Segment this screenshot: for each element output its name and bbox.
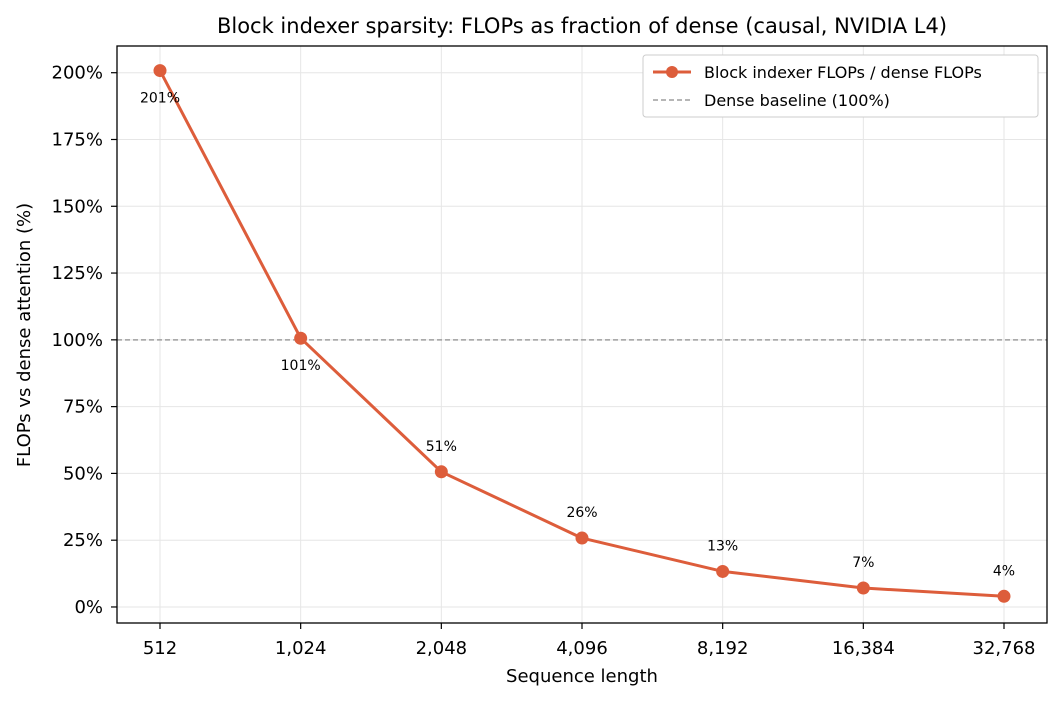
data-point-marker [434, 465, 448, 479]
data-labels: 201% 101% 51% 26% 13% 7% 4% [140, 91, 1015, 580]
y-axis-label: FLOPs vs dense attention (%) [14, 203, 35, 467]
legend-series-marker [666, 66, 678, 78]
data-point-marker [997, 589, 1011, 603]
data-label: 201% [140, 91, 180, 107]
y-tick-label: 200% [52, 63, 103, 84]
legend-label-series: Block indexer FLOPs / dense FLOPs [704, 63, 982, 82]
x-tick-label: 512 [143, 638, 177, 659]
data-label: 26% [566, 505, 597, 521]
y-tick-label: 0% [74, 597, 103, 618]
series-markers [153, 64, 1011, 603]
x-tick-label: 4,096 [556, 638, 608, 659]
y-tick-label: 125% [52, 263, 103, 284]
data-point-marker [856, 581, 870, 595]
legend-label-baseline: Dense baseline (100%) [704, 91, 890, 110]
data-label: 7% [852, 555, 874, 571]
x-tick-label: 32,768 [973, 638, 1036, 659]
chart-title: Block indexer sparsity: FLOPs as fractio… [217, 14, 947, 38]
legend-box [642, 54, 1039, 118]
data-label: 51% [426, 439, 457, 455]
y-tick-label: 25% [63, 530, 103, 551]
y-tick-label: 75% [63, 397, 103, 418]
data-label: 4% [993, 563, 1015, 579]
y-tick-label: 100% [52, 330, 103, 351]
data-label: 13% [707, 538, 738, 554]
y-axis-ticks: 0% 25% 50% 75% 100% 125% 150% 175% 200% [52, 63, 117, 618]
x-axis-label: Sequence length [506, 666, 658, 687]
x-tick-label: 8,192 [697, 638, 749, 659]
data-point-marker [294, 331, 308, 345]
y-tick-label: 150% [52, 196, 103, 217]
data-point-marker [716, 564, 730, 578]
grid [117, 46, 1047, 623]
data-point-marker [153, 64, 167, 78]
y-tick-label: 50% [63, 463, 103, 484]
data-label: 101% [281, 358, 321, 374]
legend: Block indexer FLOPs / dense FLOPs Dense … [642, 54, 1039, 118]
data-point-marker [575, 531, 589, 545]
x-tick-label: 1,024 [275, 638, 327, 659]
y-tick-label: 175% [52, 129, 103, 150]
x-tick-label: 2,048 [416, 638, 468, 659]
x-axis-ticks: 512 1,024 2,048 4,096 8,192 16,384 32,768 [143, 623, 1036, 659]
x-tick-label: 16,384 [832, 638, 895, 659]
